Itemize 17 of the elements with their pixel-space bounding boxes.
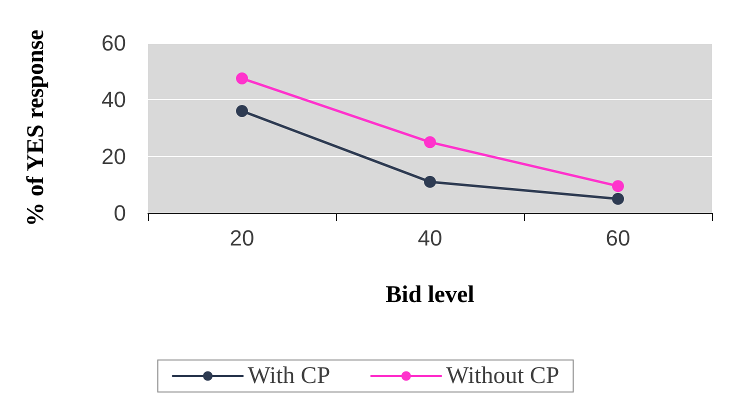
point — [424, 136, 436, 148]
x-axis-title: Bid level — [386, 282, 475, 308]
x-tick-label: 40 — [418, 226, 442, 250]
x-tick-label: 60 — [606, 226, 630, 250]
point — [612, 192, 624, 205]
y-tick-label: 60 — [102, 30, 126, 56]
y-tick-label: 20 — [102, 144, 126, 169]
point — [612, 180, 624, 192]
y-tick-label: 0 — [114, 200, 126, 226]
legend-label: Without CP — [446, 363, 560, 389]
point — [236, 105, 248, 117]
point — [236, 72, 248, 84]
y-tick-label: 40 — [102, 87, 126, 112]
y-axis-title: % of YES response — [23, 29, 49, 226]
point — [424, 176, 436, 188]
legend-label: With CP — [248, 363, 330, 389]
x-tick-label: 20 — [230, 226, 254, 250]
